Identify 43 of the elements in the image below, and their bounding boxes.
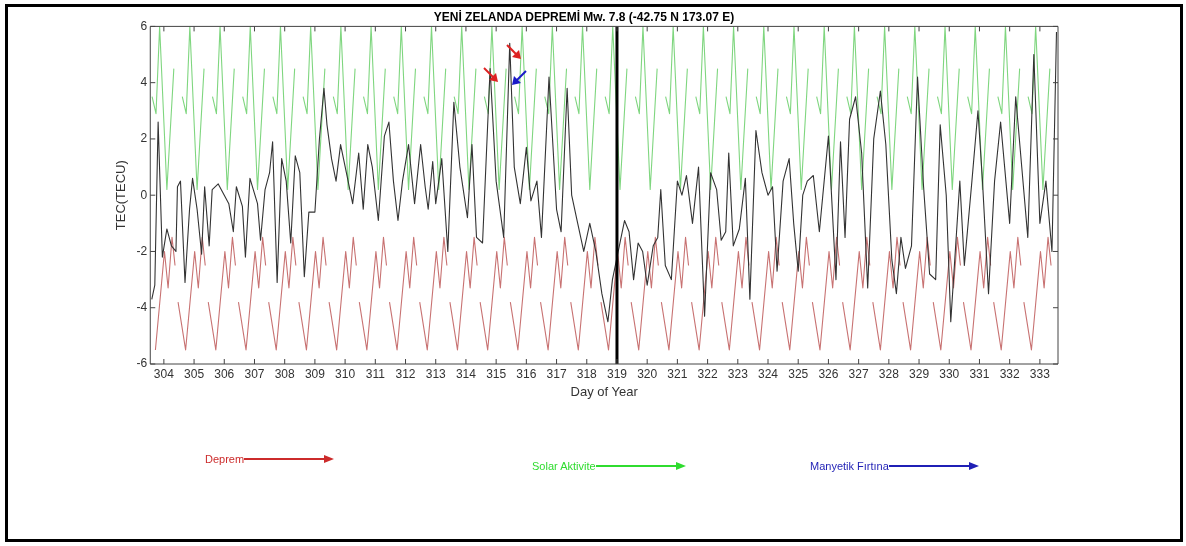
y-tick-label: 6 xyxy=(140,18,148,33)
x-tick-label: 305 xyxy=(184,366,205,381)
x-tick-label: 304 xyxy=(153,366,175,381)
x-tick-label: 318 xyxy=(576,366,598,381)
x-tick-label: 314 xyxy=(455,366,477,381)
y-tick-label: 2 xyxy=(140,131,148,146)
x-tick-label: 312 xyxy=(395,366,416,381)
x-tick-label: 317 xyxy=(546,366,567,381)
x-tick-label: 322 xyxy=(697,366,718,381)
x-tick-label: 330 xyxy=(939,366,960,381)
y-tick-label: -2 xyxy=(136,243,148,258)
x-tick-label: 311 xyxy=(365,366,386,381)
chart-title: YENİ ZELANDA DEPREMİ Mw. 7.8 (-42.75 N 173.07 E) xyxy=(433,8,735,24)
x-tick-label: 325 xyxy=(788,366,809,381)
x-tick-label: 326 xyxy=(818,366,839,381)
x-axis-title: Day of Year xyxy=(570,383,639,399)
text: Solar Aktivite xyxy=(532,460,596,472)
x-tick-label: 308 xyxy=(274,366,296,381)
y-tick-label: -6 xyxy=(136,356,148,371)
x-tick-label: 323 xyxy=(727,366,749,381)
x-tick-label: 310 xyxy=(335,366,356,381)
x-tick-label: 307 xyxy=(244,366,265,381)
y-tick-label: -4 xyxy=(136,300,148,315)
x-tick-label: 309 xyxy=(304,366,326,381)
y-tick-label: 4 xyxy=(140,74,148,89)
x-tick-label: 333 xyxy=(1029,366,1051,381)
x-tick-label: 321 xyxy=(667,366,688,381)
x-tick-label: 329 xyxy=(909,366,930,381)
x-tick-label: 332 xyxy=(999,366,1020,381)
x-tick-label: 327 xyxy=(848,366,869,381)
x-tick-label: 320 xyxy=(637,366,658,381)
x-tick-label: 315 xyxy=(486,366,507,381)
y-axis-title: TEC(TECU) xyxy=(113,160,129,231)
x-tick-label: 306 xyxy=(214,366,235,381)
text: Manyetik Fırtına xyxy=(810,460,889,472)
x-tick-label: 313 xyxy=(425,366,447,381)
y-tick-label: 0 xyxy=(140,187,148,202)
text: Deprem xyxy=(205,453,245,465)
x-tick-label: 324 xyxy=(757,366,779,381)
x-tick-label: 331 xyxy=(969,366,990,381)
x-tick-label: 328 xyxy=(878,366,900,381)
x-tick-label: 316 xyxy=(516,366,537,381)
x-tick-label: 319 xyxy=(606,366,628,381)
